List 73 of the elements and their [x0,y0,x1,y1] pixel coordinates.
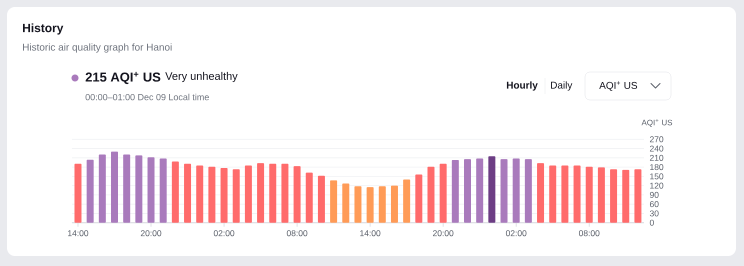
bar [390,186,398,223]
bar [512,158,520,223]
bar [281,164,288,223]
bar [160,158,167,223]
bar [220,168,228,223]
bar [318,176,325,223]
bar [208,166,216,223]
bar [500,159,508,223]
text: AQI$^{+}$ US [599,81,638,91]
bar [537,163,544,223]
bar [184,164,192,223]
bar [598,167,605,223]
bar [244,166,252,223]
chart-subtitle: Historic air quality graph for Hanoi [23,43,172,53]
bar [610,169,618,223]
x-tick-label: 20:00 [140,230,162,236]
x-tick-label: 02:00 [214,230,234,236]
text: Very unhealthy [165,72,238,82]
bar [561,166,568,223]
bar [366,187,374,223]
bar [427,166,434,223]
bar [74,164,82,223]
x-tick-label: 14:00 [360,230,380,236]
bar [440,164,447,223]
text: Daily [551,81,572,91]
bar [403,179,410,223]
bar [415,174,422,223]
x-tick-label: 02:00 [506,230,526,236]
x-tick-label: 14:00 [68,230,88,236]
bar [98,154,106,223]
bar [342,183,350,223]
y-tick-label: 270 [650,136,664,142]
y-tick-label: 0 [650,220,654,226]
bar [330,180,338,223]
y-tick-label: 150 [650,173,664,180]
bar [488,156,496,223]
bar [123,154,130,223]
bar [135,155,142,223]
x-tick-label: 20:00 [432,230,454,236]
bar [294,166,301,223]
bar [549,166,556,223]
bar [269,164,276,223]
bar [86,160,94,223]
x-tick-label: 08:00 [578,230,600,236]
bar [111,152,118,223]
bar [354,186,362,223]
x-tick-label: 08:00 [286,230,308,236]
bar [634,169,642,223]
y-tick-label: 240 [650,146,664,152]
bar [378,186,386,223]
bar [452,160,459,223]
y-tick-label: 30 [650,210,659,216]
bar [524,159,532,223]
bar [586,166,593,223]
text: 00:00–01:00 Dec 09 Local time [86,94,209,100]
text: Hourly [506,81,538,91]
chart-title: History [22,23,64,35]
bar [476,158,484,223]
y-tick-label: 210 [650,154,664,161]
y-tick-label: 90 [650,192,659,198]
bar [622,170,630,223]
text: 215 AQI$^{+}$ US [86,72,160,84]
bar [148,157,155,223]
y-tick-label: 120 [650,182,664,189]
bar [306,172,313,223]
bar [257,163,264,223]
bar [232,169,240,223]
y-tick-label: 60 [650,201,659,208]
bar [574,166,581,223]
bar [464,159,472,223]
bar [196,166,204,223]
y-tick-label: 180 [650,164,664,170]
bar [172,162,179,223]
